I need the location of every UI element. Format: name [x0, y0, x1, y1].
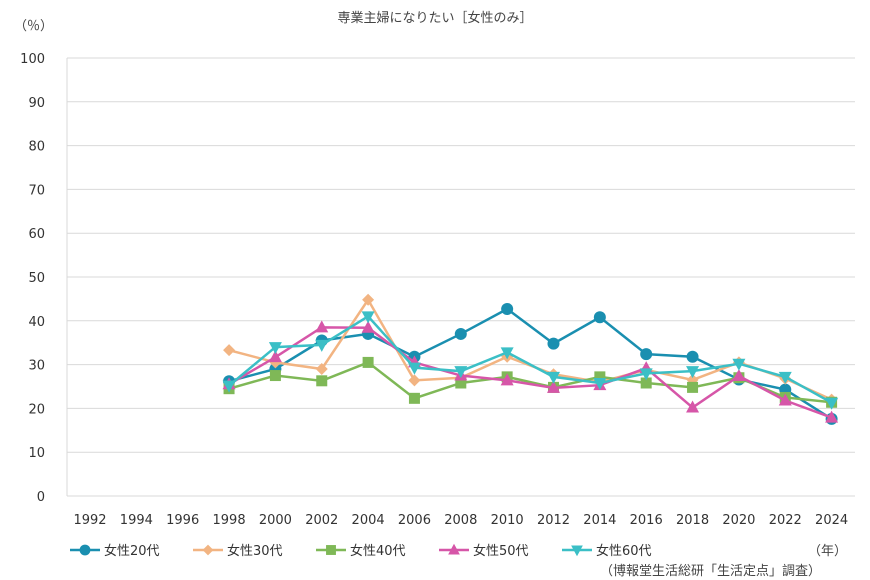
x-tick-label: 2000 [259, 513, 292, 528]
data-point [315, 320, 329, 333]
x-tick-label: 2010 [491, 513, 524, 528]
legend: 女性20代 女性30代 女性40代 女性50代 女性60代 [70, 540, 685, 559]
series-4 [222, 320, 839, 423]
data-point [454, 366, 468, 379]
y-tick-label: 20 [28, 402, 45, 417]
data-point [454, 327, 467, 340]
y-axis-unit: （％） [14, 19, 53, 34]
data-point [268, 342, 282, 355]
source-note: （博報堂生活総研「生活定点」調査） [600, 564, 822, 579]
data-point [455, 377, 467, 389]
x-tick-label: 1998 [213, 513, 246, 528]
legend-swatch [193, 544, 223, 555]
data-point [316, 375, 328, 387]
series-2 [223, 293, 838, 406]
x-tick-label: 1994 [120, 513, 153, 528]
legend-swatch [316, 544, 346, 555]
data-point [268, 350, 282, 363]
data-point [686, 400, 700, 413]
legend-label: 女性20代 [104, 544, 160, 559]
data-point [361, 320, 375, 333]
data-point [315, 362, 328, 375]
data-point [315, 339, 329, 352]
data-point [687, 381, 699, 393]
data-point [778, 371, 792, 384]
data-point [500, 373, 514, 386]
data-point [547, 337, 560, 350]
y-tick-label: 40 [28, 315, 45, 330]
data-point [732, 358, 746, 371]
legend-label: 女性40代 [350, 544, 406, 559]
x-tick-label: 2020 [722, 513, 755, 528]
legend-item: 女性50代 [439, 540, 562, 559]
data-point [825, 397, 839, 410]
data-point [501, 302, 514, 315]
series-line [228, 314, 833, 404]
y-tick-label: 80 [28, 140, 45, 155]
x-tick-label: 2004 [352, 513, 385, 528]
x-tick-label: 2002 [305, 513, 338, 528]
x-tick-label: 2022 [769, 513, 802, 528]
x-tick-label: 2008 [444, 513, 477, 528]
legend-label: 女性50代 [473, 544, 529, 559]
x-tick-label: 2006 [398, 513, 431, 528]
data-point [547, 371, 560, 384]
legend-item: 女性60代 [562, 540, 685, 559]
series-line [228, 360, 832, 404]
data-point [407, 362, 421, 375]
y-tick-label: 90 [28, 96, 45, 111]
legend-item: 女性40代 [316, 540, 439, 559]
y-tick-label: 10 [28, 446, 45, 461]
legend-swatch [439, 543, 469, 554]
x-tick-label: 2016 [630, 513, 663, 528]
y-tick-label: 0 [37, 490, 45, 505]
legend-swatch [562, 545, 592, 556]
data-point [269, 370, 281, 382]
data-point [640, 348, 653, 361]
x-tick-label: 2024 [815, 513, 848, 528]
data-point [593, 311, 606, 324]
series-5 [222, 311, 839, 410]
data-point [593, 377, 607, 390]
data-point [222, 380, 236, 393]
data-point [408, 392, 420, 404]
y-tick-label: 60 [28, 227, 45, 242]
legend-swatch [70, 544, 100, 555]
x-axis-unit: （年） [808, 544, 848, 559]
data-point [500, 347, 514, 360]
data-point [686, 366, 700, 379]
data-point [640, 377, 652, 389]
y-tick-label: 30 [28, 359, 45, 374]
y-tick-label: 70 [28, 183, 45, 198]
data-point [686, 350, 699, 363]
data-point [362, 356, 374, 368]
x-tick-label: 2012 [537, 513, 570, 528]
data-point [732, 368, 746, 381]
legend-label: 女性30代 [227, 544, 283, 559]
data-point [362, 293, 375, 306]
legend-item: 女性30代 [193, 540, 316, 559]
data-point [825, 410, 839, 423]
data-point [594, 371, 606, 383]
data-point [361, 311, 375, 324]
y-tick-label: 100 [20, 52, 45, 67]
x-tick-label: 1992 [73, 513, 106, 528]
y-tick-label: 50 [28, 271, 45, 286]
legend-item: 女性20代 [70, 540, 193, 559]
x-tick-label: 2018 [676, 513, 709, 528]
data-point [223, 344, 236, 357]
x-tick-label: 2014 [583, 513, 616, 528]
series-line [228, 326, 833, 419]
data-point [639, 368, 653, 381]
data-point [547, 380, 560, 393]
data-point [778, 393, 792, 406]
chart-title: 専業主婦になりたい［女性のみ］ [337, 10, 532, 26]
data-point [408, 374, 421, 387]
x-tick-label: 1996 [166, 513, 199, 528]
legend-label: 女性60代 [596, 544, 652, 559]
